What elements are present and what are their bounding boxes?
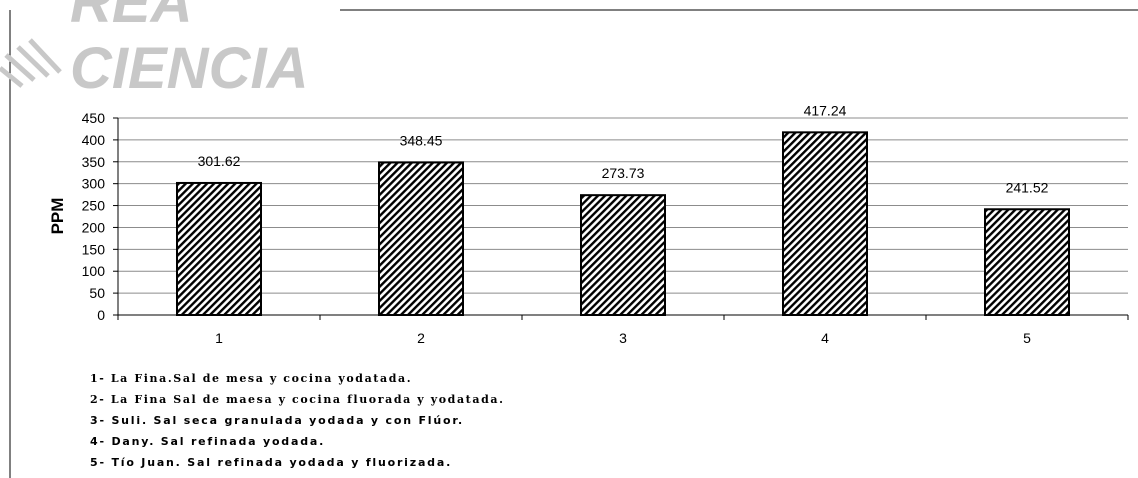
legend-item-5: 5- Tío Juan. Sal refinada yodada y fluor… [90,456,453,469]
logo-text-top: REA [70,0,192,35]
data-labels: 301.62 348.45 273.73 417.24 241.52 [198,102,1049,195]
y-tick-label: 300 [82,176,106,192]
bar-5 [984,208,1070,316]
legend-item-1: 1- La Fina.Sal de mesa y cocina yodatada… [90,372,413,385]
x-tick-labels: 1 2 3 4 5 [215,330,1031,346]
bar-2 [378,161,464,316]
x-axis [117,118,1129,320]
y-tick-label: 350 [82,154,106,170]
y-tick-label: 0 [97,307,105,323]
legend-list: 1- La Fina.Sal de mesa y cocina yodatada… [90,368,505,473]
legend-item-3: 3- Suli. Sal seca granulada yodada y con… [90,414,464,427]
legend-item-2: 2- La Fina Sal de maesa y cocina fluorad… [90,393,505,406]
y-tick-label: 50 [89,285,105,301]
data-label-3: 273.73 [602,165,645,181]
y-tick-label: 250 [82,198,106,214]
data-label-5: 241.52 [1006,179,1049,195]
x-tick-label-2: 2 [417,330,425,346]
y-tick-label: 100 [82,263,106,279]
y-axis-label: PPM [48,198,67,235]
bars [176,131,1070,316]
x-tick-label-1: 1 [215,330,223,346]
y-tick-label: 150 [82,241,106,257]
x-tick-label-5: 5 [1023,330,1031,346]
logo-stripes-icon [0,38,62,88]
data-label-1: 301.62 [198,153,241,169]
bar-4 [782,131,868,316]
legend-item-4: 4- Dany. Sal refinada yodada. [90,435,326,448]
x-tick-label-4: 4 [821,330,829,346]
data-label-2: 348.45 [400,132,443,148]
x-tick-label-3: 3 [619,330,627,346]
logo-text-bottom: CIENCIA [70,36,308,101]
data-label-4: 417.24 [804,102,847,118]
bar-1 [176,181,262,316]
y-tick-label: 200 [82,219,106,235]
y-tick-label: 450 [82,110,106,126]
y-tick-labels: 0 50 100 150 200 250 300 350 400 450 [82,110,106,323]
bar-3 [580,194,666,316]
y-tick-label: 400 [82,132,106,148]
